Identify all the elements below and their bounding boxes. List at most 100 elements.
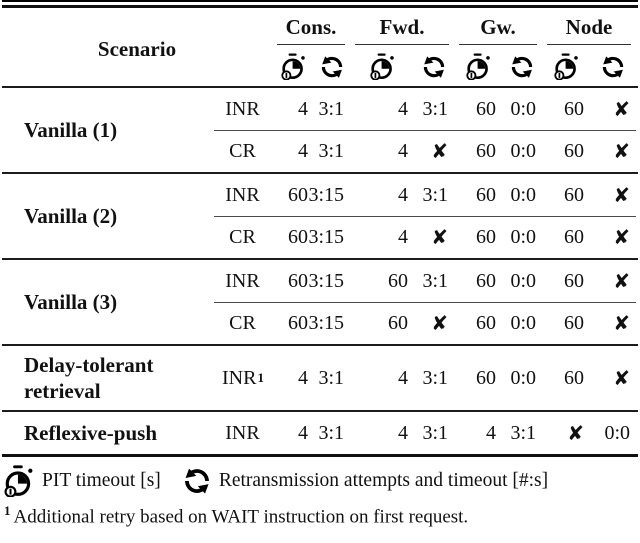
table-cell: 0:0 bbox=[502, 302, 542, 344]
table-cell: 60 bbox=[388, 269, 408, 292]
table-cell: 0:0 bbox=[604, 421, 630, 444]
table-group-vanilla-3: Vanilla (3) INR 60 3:15 60 3:1 60 0:0 60… bbox=[2, 258, 638, 344]
table-cell: ✘ bbox=[613, 367, 630, 390]
table-cell: 3:15 bbox=[308, 302, 350, 344]
table-cell: 60 bbox=[454, 302, 502, 344]
table-cell: 60 bbox=[542, 302, 590, 344]
table-cell: 60 bbox=[476, 269, 496, 292]
table-cell: 4 bbox=[272, 130, 314, 172]
table-cell: 0:0 bbox=[510, 366, 536, 389]
table-cell: 60 bbox=[476, 183, 496, 206]
table-cell: ✘ bbox=[414, 302, 454, 344]
table-cell: ✘ bbox=[590, 302, 636, 344]
row-label: INR bbox=[225, 421, 260, 444]
table-group-reflexive-push: Reflexive-push INR 4 3:1 4 3:1 4 3:1 ✘ 0… bbox=[2, 410, 638, 454]
legend-retransmission-label: Retransmission attempts and timeout [#:s… bbox=[218, 470, 549, 491]
column-header-scenario: Scenario bbox=[97, 37, 177, 61]
footnote-marker: 1 bbox=[4, 503, 11, 518]
table-cell: 3:1 bbox=[314, 130, 350, 172]
table-cell: 0:0 bbox=[502, 216, 542, 258]
retransmission-icon bbox=[183, 467, 211, 495]
table-cell: 0:0 bbox=[510, 183, 536, 206]
table-cell: 3:1 bbox=[318, 366, 344, 389]
footnote-text: Additional retry based on WAIT instructi… bbox=[13, 506, 469, 528]
table-cell: 3:1 bbox=[422, 97, 448, 120]
table-header: Scenario Cons. Fwd. Gw. Node bbox=[2, 8, 638, 86]
scenario-label: Vanilla (2) bbox=[24, 203, 118, 228]
scenario-label: Delay-tolerant retrieval bbox=[24, 352, 154, 403]
table-cell: ✘ bbox=[613, 184, 630, 207]
table-group-vanilla-2: Vanilla (2) INR 60 3:15 4 3:1 60 0:0 60 … bbox=[2, 172, 638, 258]
row-label: INR bbox=[225, 269, 260, 292]
table-cell: 0:0 bbox=[510, 97, 536, 120]
table-cell: 60 bbox=[542, 130, 590, 172]
pit-timeout-icon bbox=[350, 45, 414, 84]
table-cell: 60 bbox=[288, 183, 308, 206]
table-cell: ✘ bbox=[590, 130, 636, 172]
table-cell: 3:1 bbox=[422, 183, 448, 206]
row-label: INR bbox=[225, 183, 260, 206]
table-cell: 60 bbox=[454, 130, 502, 172]
paper-table: Scenario Cons. Fwd. Gw. Node Vanilla (1)… bbox=[2, 0, 638, 528]
pit-timeout-icon bbox=[4, 465, 34, 497]
scenario-label: Reflexive-push bbox=[24, 420, 157, 445]
table-cell: 4 bbox=[350, 130, 414, 172]
table-cell: 4 bbox=[398, 366, 408, 389]
table-cell: ✘ bbox=[613, 270, 630, 293]
table-cell: ✘ bbox=[613, 98, 630, 121]
retransmission-icon bbox=[590, 45, 636, 84]
table-cell: 60 bbox=[564, 269, 584, 292]
table-cell: 60 bbox=[564, 366, 584, 389]
scenario-label: Vanilla (1) bbox=[24, 117, 118, 142]
table-cell: ✘ bbox=[414, 216, 454, 258]
retransmission-icon bbox=[414, 45, 454, 84]
table-group-vanilla-1: Vanilla (1) INR 4 3:1 4 3:1 60 0:0 60 ✘ … bbox=[2, 86, 638, 172]
table-cell: 60 bbox=[476, 97, 496, 120]
table-group-delay-tolerant: Delay-tolerant retrieval INR 1 4 3:1 4 3:… bbox=[2, 344, 638, 410]
table-cell: 4 bbox=[398, 421, 408, 444]
column-group-gw: Gw. bbox=[459, 15, 537, 45]
table-top-rule bbox=[2, 0, 638, 8]
table-cell: 4 bbox=[398, 97, 408, 120]
legend-pit-label: PIT timeout [s] bbox=[42, 470, 161, 491]
table-cell: 4 bbox=[486, 421, 496, 444]
pit-timeout-icon bbox=[454, 45, 502, 84]
row-label: CR bbox=[214, 130, 272, 172]
table-cell: 60 bbox=[454, 216, 502, 258]
table-cell: 3:1 bbox=[422, 269, 448, 292]
table-cell: 4 bbox=[298, 366, 308, 389]
pit-timeout-icon bbox=[272, 45, 314, 84]
table-cell: 60 bbox=[564, 97, 584, 120]
table-legend: PIT timeout [s] Retransmission attempts … bbox=[2, 457, 638, 498]
table-footnote: 1 Additional retry based on WAIT instruct… bbox=[2, 498, 638, 528]
table-cell: 4 bbox=[350, 216, 414, 258]
retransmission-icon bbox=[502, 45, 542, 84]
table-cell: 60 bbox=[564, 183, 584, 206]
table-cell: 4 bbox=[298, 421, 308, 444]
table-cell: 0:0 bbox=[510, 269, 536, 292]
scenario-label: Vanilla (3) bbox=[24, 289, 118, 314]
table-cell: 60 bbox=[350, 302, 414, 344]
table-cell: 3:15 bbox=[308, 269, 344, 292]
table-cell: 3:1 bbox=[510, 421, 536, 444]
row-label: INR bbox=[225, 97, 260, 120]
table-cell: 0:0 bbox=[502, 130, 542, 172]
table-cell: 3:1 bbox=[422, 366, 448, 389]
table-bottom-rule bbox=[2, 454, 638, 457]
table-cell: ✘ bbox=[567, 422, 584, 445]
table-cell: 3:15 bbox=[308, 183, 344, 206]
table-cell: 60 bbox=[476, 366, 496, 389]
retransmission-icon bbox=[314, 45, 350, 84]
column-group-fwd: Fwd. bbox=[355, 15, 449, 45]
table-cell: 60 bbox=[272, 302, 314, 344]
column-group-node: Node bbox=[547, 15, 631, 45]
row-label: CR bbox=[214, 302, 272, 344]
table-cell: ✘ bbox=[414, 130, 454, 172]
table-cell: ✘ bbox=[590, 216, 636, 258]
table-cell: 60 bbox=[542, 216, 590, 258]
table-cell: 60 bbox=[288, 269, 308, 292]
table-cell: 3:1 bbox=[318, 97, 344, 120]
table-cell: 3:1 bbox=[422, 421, 448, 444]
row-label: CR bbox=[214, 216, 272, 258]
table-cell: 3:1 bbox=[318, 421, 344, 444]
